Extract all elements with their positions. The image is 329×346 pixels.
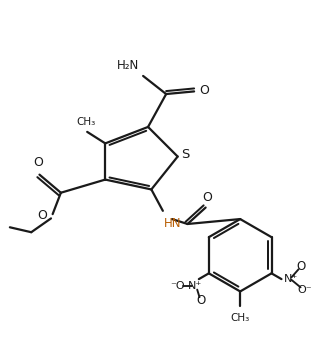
Text: O: O [37, 209, 47, 222]
Text: HN: HN [164, 217, 181, 230]
Text: O: O [33, 156, 43, 169]
Text: O: O [202, 191, 212, 203]
Text: CH₃: CH₃ [231, 313, 250, 323]
Text: O⁻: O⁻ [298, 285, 313, 295]
Text: O: O [196, 294, 205, 307]
Text: S: S [181, 148, 189, 161]
Text: O: O [199, 84, 209, 97]
Text: O: O [297, 260, 306, 273]
Text: N⁺: N⁺ [188, 281, 202, 291]
Text: ⁻O: ⁻O [170, 281, 185, 291]
Text: CH₃: CH₃ [76, 117, 95, 127]
Text: N⁺: N⁺ [284, 274, 298, 284]
Text: H₂N: H₂N [117, 59, 139, 72]
